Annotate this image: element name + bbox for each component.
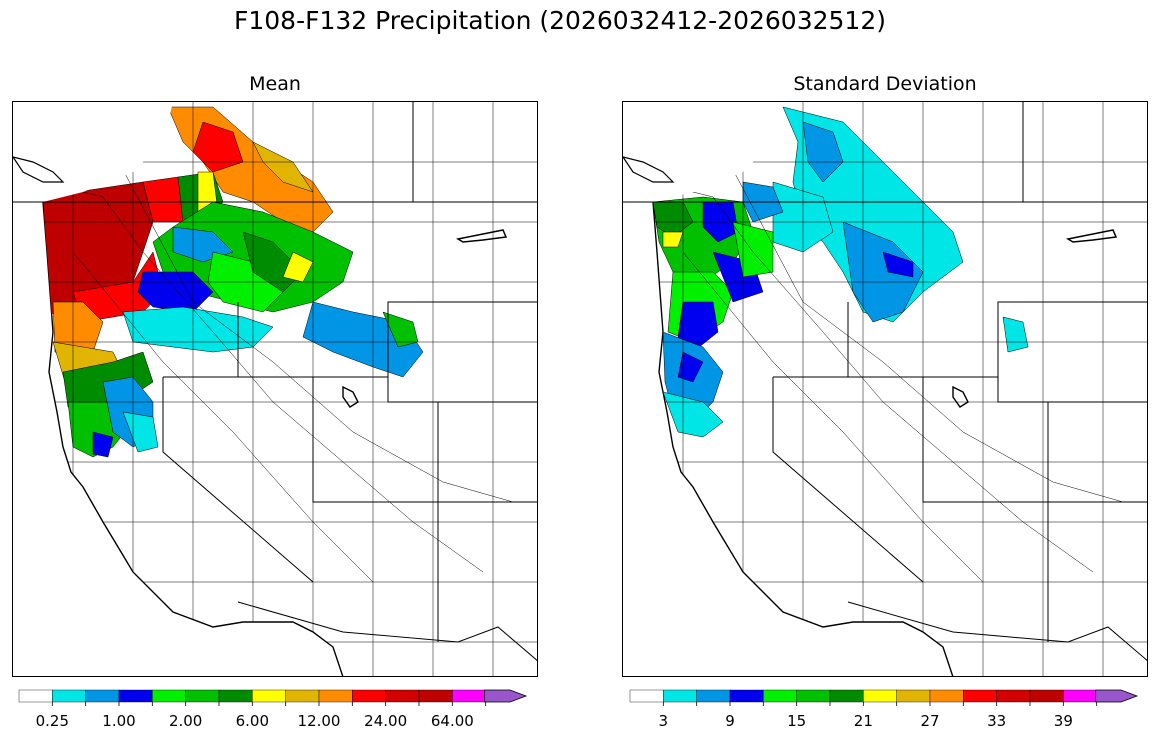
colorbar-segment bbox=[863, 689, 897, 703]
colorbar-segment bbox=[418, 689, 453, 703]
colorbar-segment bbox=[963, 689, 997, 703]
mean-map-canvas bbox=[13, 102, 537, 676]
colorbar-segment bbox=[218, 689, 253, 703]
colorbar-segment bbox=[318, 689, 353, 703]
colorbar-segment bbox=[829, 689, 864, 703]
colorbar-tick-label: 6.00 bbox=[235, 712, 270, 730]
colorbar-segment bbox=[484, 689, 528, 703]
colorbar-segment bbox=[285, 689, 320, 703]
colorbar-tick-label: 0.25 bbox=[35, 712, 70, 730]
colorbar-segment bbox=[663, 689, 697, 703]
colorbar-tick-label: 9 bbox=[725, 712, 735, 730]
std-map bbox=[622, 101, 1148, 677]
colorbar-segment bbox=[629, 689, 664, 703]
std-colorbar: 3 9 15 21 27 33 39 bbox=[629, 686, 1139, 736]
colorbar-tick-label: 12.00 bbox=[297, 712, 341, 730]
colorbar-segment bbox=[929, 689, 964, 703]
colorbar-tick-label: 2.00 bbox=[168, 712, 203, 730]
colorbar-tick-label: 15 bbox=[787, 712, 807, 730]
colorbar-segment bbox=[85, 689, 120, 703]
colorbar-tick-label: 39 bbox=[1053, 712, 1073, 730]
colorbar-tick-label: 33 bbox=[987, 712, 1007, 730]
colorbar-segment bbox=[896, 689, 931, 703]
colorbar-segment bbox=[1095, 689, 1139, 703]
colorbar-segment bbox=[252, 689, 286, 703]
colorbar-tick-label: 64.00 bbox=[430, 712, 474, 730]
mean-panel-title: Mean bbox=[249, 73, 301, 95]
colorbar-segment bbox=[385, 689, 420, 703]
colorbar-tick-label: 27 bbox=[920, 712, 940, 730]
colorbar-tick-label: 24.00 bbox=[364, 712, 408, 730]
colorbar-segment bbox=[452, 689, 486, 703]
colorbar-segment bbox=[696, 689, 731, 703]
colorbar-segment bbox=[1029, 689, 1064, 703]
colorbar-segment bbox=[185, 689, 220, 703]
colorbar-segment bbox=[1063, 689, 1097, 703]
mean-map bbox=[12, 101, 538, 677]
colorbar-tick-label: 1.00 bbox=[102, 712, 136, 730]
colorbar-segment bbox=[18, 689, 53, 703]
std-panel-title: Standard Deviation bbox=[793, 73, 977, 95]
colorbar-tick-label: 21 bbox=[853, 712, 873, 730]
colorbar-tick-label: 3 bbox=[658, 712, 669, 730]
colorbar-segment bbox=[796, 689, 831, 703]
figure-title: F108-F132 Precipitation (2026032412-2026… bbox=[233, 6, 886, 35]
std-map-canvas bbox=[623, 102, 1147, 676]
std-colorbar-bar bbox=[629, 689, 1139, 706]
mean-colorbar-bar bbox=[18, 689, 528, 706]
colorbar-segment bbox=[996, 689, 1031, 703]
mean-colorbar: 0.25 1.00 2.00 6.00 12.00 24.00 64.00 bbox=[18, 686, 528, 736]
colorbar-segment bbox=[52, 689, 86, 703]
colorbar-segment bbox=[352, 689, 386, 703]
colorbar-segment bbox=[118, 689, 153, 703]
colorbar-segment bbox=[729, 689, 764, 703]
colorbar-segment bbox=[763, 689, 797, 703]
colorbar-segment bbox=[152, 689, 186, 703]
